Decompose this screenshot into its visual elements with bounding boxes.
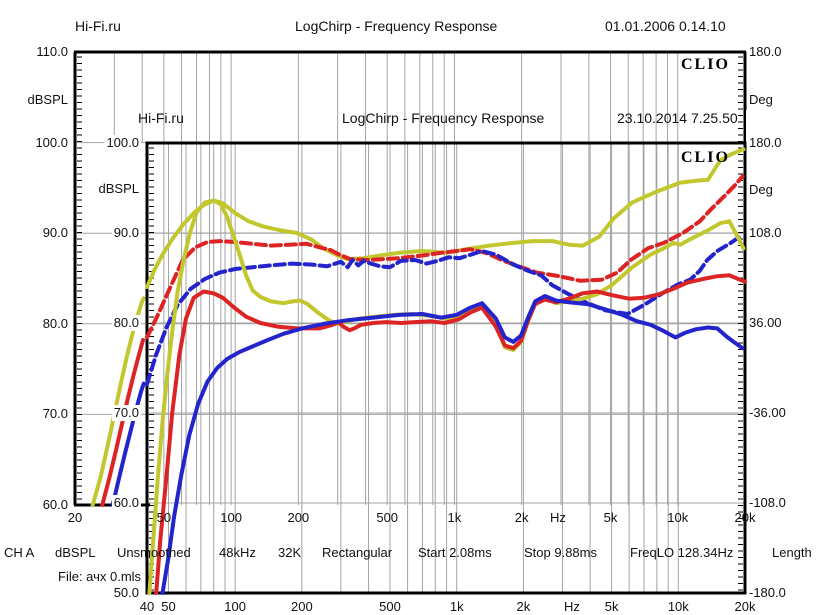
series-spl-red-lower <box>154 273 747 595</box>
inner-window-right-margin <box>746 110 820 615</box>
series-spl-yellow-low-freq-tail <box>90 296 146 507</box>
series-spl-blue-lower <box>160 294 745 595</box>
series-spl-red-upper <box>145 174 745 340</box>
series-spl-yellow-upper <box>145 147 746 289</box>
inner-frame <box>145 141 747 595</box>
series-spl-blue-upper <box>145 234 743 387</box>
series-spl-blue-low-freq-tail <box>110 381 146 507</box>
